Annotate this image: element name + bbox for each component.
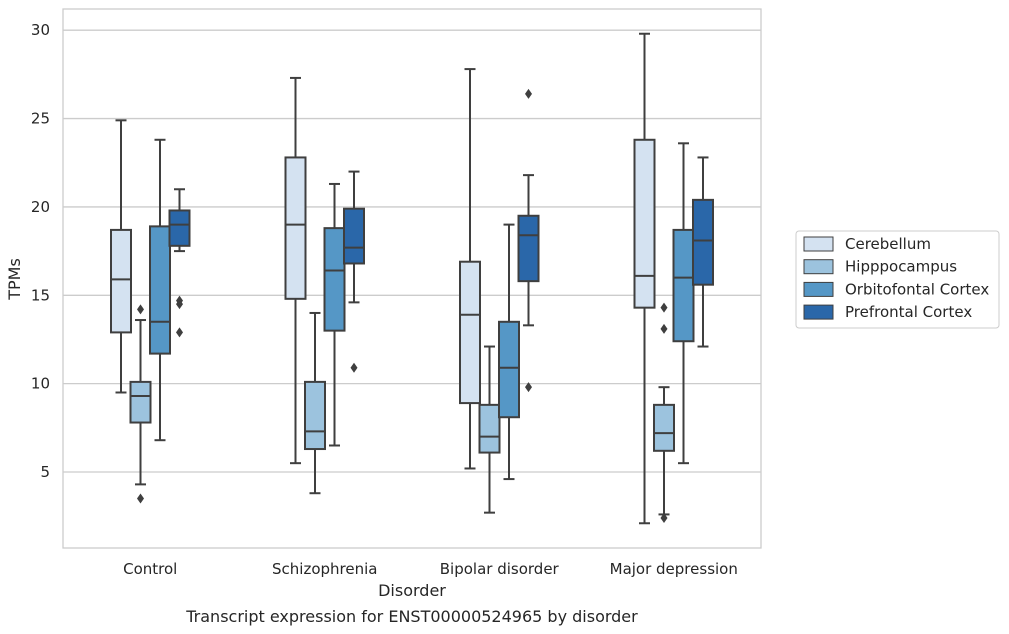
box-body — [672, 228, 695, 343]
box-hipppocampus — [653, 302, 675, 523]
box-hipppocampus — [129, 304, 152, 504]
outlier-point — [525, 382, 532, 393]
plot-frame — [62, 8, 762, 549]
legend: Cerebellum Hipppocampus Orbitofontal Corte… — [795, 230, 1000, 329]
box-cerebellum — [284, 76, 307, 465]
box-prefrontal-cortex — [692, 156, 714, 348]
outlier-point — [660, 302, 668, 313]
outlier-point — [660, 323, 668, 334]
y-tick-label: 10 — [31, 375, 50, 393]
y-tick-labels: 5 10 15 20 25 30 — [31, 21, 50, 481]
legend-label: Hipppocampus — [845, 258, 957, 276]
outlier-point — [176, 327, 183, 338]
box-body — [343, 207, 365, 265]
box-prefrontal-cortex — [343, 170, 365, 373]
box-body — [323, 227, 346, 332]
box-orbitofontal-cortex — [672, 142, 695, 465]
legend-swatch — [803, 281, 834, 297]
y-tick-label: 5 — [40, 463, 50, 481]
box-orbitofontal-cortex — [323, 182, 346, 447]
y-tick-label: 20 — [31, 198, 50, 216]
legend-label: Cerebellum — [845, 235, 931, 253]
box-body — [633, 138, 656, 309]
legend-swatch — [803, 259, 834, 275]
box-hipppocampus — [304, 311, 326, 495]
legend-swatch — [803, 236, 834, 252]
box-body — [284, 156, 307, 300]
outlier-point — [660, 512, 668, 523]
outlier-point — [525, 88, 532, 99]
x-tick-labels: Control Schizophrenia Bipolar disorder Majo… — [123, 560, 738, 578]
outlier-point — [176, 295, 183, 306]
outlier-point — [137, 493, 144, 504]
box-prefrontal-cortex — [168, 188, 191, 338]
y-tick-label: 30 — [31, 21, 50, 39]
box-body — [478, 403, 501, 454]
box-prefrontal-cortex — [517, 88, 540, 393]
outlier-point — [137, 304, 144, 315]
box-body — [304, 380, 326, 451]
chart-caption: Transcript expression for ENST0000052496… — [185, 607, 638, 626]
box-orbitofontal-cortex — [498, 223, 520, 481]
x-axis-title: Disorder — [378, 581, 446, 600]
box-body — [110, 228, 132, 334]
outlier-point — [350, 362, 358, 373]
legend-label: Prefrontal Cortex — [845, 303, 972, 321]
box-body — [149, 225, 171, 355]
legend-frame — [795, 230, 1000, 329]
box-cerebellum — [459, 68, 481, 470]
x-tick-label: Bipolar disorder — [440, 560, 560, 578]
box-cerebellum — [633, 32, 656, 525]
box-cerebellum — [110, 119, 132, 394]
box-body — [653, 403, 675, 452]
box-hipppocampus — [478, 345, 501, 514]
box-series — [110, 32, 714, 525]
x-tick-label: Major depression — [610, 560, 738, 578]
y-axis-title: TPMs — [5, 258, 24, 301]
legend-swatch — [803, 304, 834, 320]
x-tick-label: Schizophrenia — [272, 560, 377, 578]
box-body — [498, 320, 520, 419]
box-body — [168, 209, 191, 247]
legend-label: Orbitofontal Cortex — [845, 280, 989, 298]
y-tick-label: 15 — [31, 286, 50, 304]
y-tick-label: 25 — [31, 110, 50, 128]
box-body — [692, 198, 714, 286]
box-body — [517, 214, 540, 283]
box-orbitofontal-cortex — [149, 138, 171, 442]
box-body — [129, 380, 152, 424]
x-tick-label: Control — [123, 560, 177, 578]
box-body — [459, 260, 481, 405]
